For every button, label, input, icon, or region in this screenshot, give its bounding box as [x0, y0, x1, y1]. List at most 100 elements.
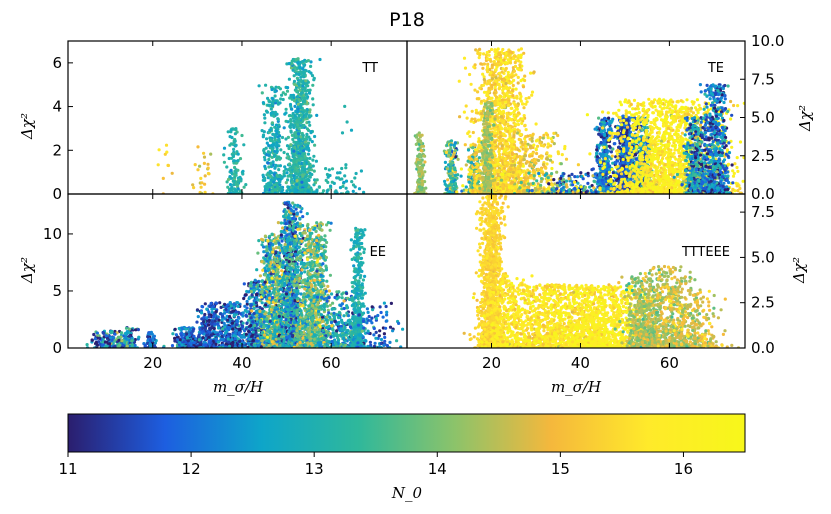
point-te-c3: [527, 96, 531, 100]
point-te-c1: [453, 173, 458, 177]
point-te-c3: [459, 167, 463, 171]
point-tt-c4: [309, 130, 313, 134]
point-tt-c4: [312, 169, 316, 173]
point-te-c3: [476, 189, 480, 193]
point-te-c0: [418, 154, 422, 158]
point-te-c3: [494, 68, 498, 72]
point-tt-c4: [283, 92, 288, 96]
point-te-c3: [507, 126, 511, 131]
point-te-c6: [535, 179, 539, 183]
point-te-c3: [511, 159, 515, 163]
point-tt-c3: [263, 185, 267, 189]
point-te-c7: [613, 142, 617, 146]
point-tt-c1: [202, 155, 207, 159]
point-te-c3: [516, 81, 520, 85]
point-te-c7: [597, 173, 602, 177]
point-te-c1: [452, 187, 456, 191]
point-te-c5: [533, 170, 537, 174]
point-te-c5: [528, 154, 532, 158]
point-te-c3: [469, 82, 473, 86]
point-te-c3: [501, 109, 505, 114]
point-tt-c4: [314, 159, 318, 163]
point-te-c6: [568, 191, 572, 194]
point-te-c7: [602, 142, 606, 146]
point-tt-c4: [287, 157, 291, 161]
point-te-c3: [512, 69, 517, 73]
point-tt-c6: [344, 179, 349, 183]
point-tt-c4: [310, 172, 314, 177]
point-tt-c3: [271, 99, 275, 103]
point-te-c3: [515, 96, 519, 100]
point-te-c3: [486, 97, 490, 101]
point-tt-c4: [287, 62, 291, 66]
point-te-c3: [507, 103, 511, 108]
point-te-c3: [476, 111, 480, 115]
point-tt-c4: [284, 119, 288, 123]
point-tt-c4: [293, 131, 297, 135]
point-tt-c4: [291, 137, 295, 141]
point-te-c5: [511, 170, 515, 174]
point-te-c3: [474, 108, 478, 112]
point-tt-c3: [263, 158, 267, 162]
point-te-c1: [448, 175, 453, 180]
point-tt-c4: [300, 96, 305, 100]
point-te-c3: [504, 147, 508, 151]
point-te-c0: [418, 133, 422, 137]
point-tt-c2: [228, 135, 232, 139]
point-tt-c2: [230, 176, 234, 180]
point-tt-c4: [310, 140, 314, 144]
point-tt-c4: [293, 145, 297, 149]
point-te-c2: [464, 185, 468, 189]
point-te-c5: [521, 143, 525, 147]
point-te-c3: [490, 141, 494, 145]
point-tt-c4: [313, 134, 317, 139]
point-tt-c3: [282, 150, 286, 155]
point-tt-c5: [338, 171, 342, 175]
point-tt-c5: [310, 188, 314, 192]
point-te-c4: [481, 156, 485, 160]
point-te-c1: [453, 155, 458, 159]
point-tt-c5: [336, 171, 340, 175]
point-tt-c4: [289, 66, 294, 70]
point-tt-c4: [298, 104, 302, 108]
point-te-c0: [420, 144, 424, 148]
point-tt-c4: [313, 178, 317, 182]
point-te-c6: [531, 181, 535, 185]
point-tt-c4: [297, 72, 301, 77]
point-te-c6: [562, 172, 566, 176]
point-te-c0: [416, 160, 421, 165]
point-te-c6: [552, 178, 556, 182]
point-te-c5: [507, 138, 511, 142]
point-tt-c4: [307, 120, 311, 124]
point-te-c7: [597, 116, 601, 120]
point-tt-c4: [308, 175, 312, 179]
point-te-c3: [458, 115, 462, 119]
point-te-c3: [502, 132, 506, 136]
point-te-c3: [525, 100, 529, 104]
point-te-c5: [524, 135, 528, 139]
point-tt-c4: [284, 137, 288, 141]
point-te-c5: [546, 136, 550, 140]
point-te-c4: [492, 123, 496, 127]
point-te-c7: [601, 181, 605, 185]
point-tt-c0: [170, 171, 174, 175]
point-te-c3: [510, 151, 514, 155]
point-te-c3: [505, 114, 509, 118]
point-tt-c3: [278, 87, 282, 91]
point-te-c4: [480, 149, 484, 153]
point-te-c5: [517, 191, 521, 194]
point-te-c3: [488, 119, 493, 123]
point-te-c2: [466, 175, 471, 179]
point-te-c4: [486, 185, 491, 189]
point-te-c3: [496, 127, 500, 131]
point-te-c0: [420, 190, 424, 194]
point-tt-c4: [290, 133, 294, 137]
point-tt-c4: [307, 185, 311, 189]
point-te-c3: [530, 90, 535, 94]
point-te-c3: [494, 76, 498, 80]
point-te-c0: [423, 160, 427, 164]
point-te-c3: [467, 130, 471, 134]
point-te-c3: [480, 99, 484, 103]
point-te-c3: [497, 71, 502, 75]
point-te-c4: [485, 131, 489, 135]
